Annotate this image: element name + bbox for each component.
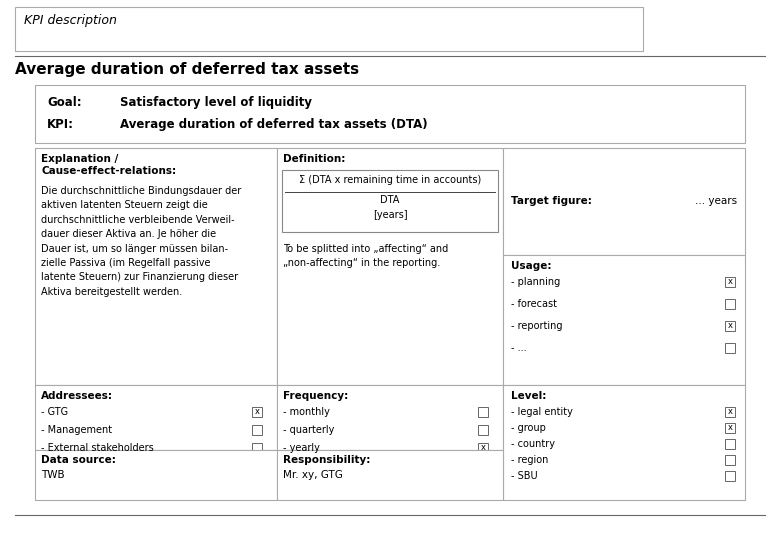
Text: Data source:: Data source: (41, 455, 116, 465)
Text: - SBU: - SBU (511, 471, 537, 481)
Text: - group: - group (511, 423, 546, 433)
Text: - yearly: - yearly (283, 443, 320, 453)
Bar (725, 439, 735, 449)
Text: KPI:: KPI: (47, 118, 74, 131)
Text: Die durchschnittliche Bindungsdauer der
aktiven latenten Steuern zeigt die
durch: Die durchschnittliche Bindungsdauer der … (41, 186, 241, 297)
Text: - quarterly: - quarterly (283, 425, 335, 435)
Bar (725, 343, 735, 353)
Bar (725, 407, 735, 417)
Bar (277, 148, 503, 385)
Text: Level:: Level: (511, 391, 546, 401)
Bar (35, 385, 277, 450)
Bar (478, 425, 488, 435)
Text: Average duration of deferred tax assets: Average duration of deferred tax assets (15, 62, 359, 77)
Text: Target figure:: Target figure: (511, 197, 592, 206)
Text: Responsibility:: Responsibility: (283, 455, 370, 465)
Text: Cause-effect-relations:: Cause-effect-relations: (41, 166, 176, 176)
Text: KPI description: KPI description (24, 14, 117, 27)
Bar (282, 170, 498, 232)
Bar (15, 7, 643, 51)
Text: x: x (728, 423, 732, 433)
Text: TWB: TWB (41, 470, 65, 480)
Text: Goal:: Goal: (47, 96, 82, 109)
Text: ... years: ... years (695, 197, 737, 206)
Text: Addressees:: Addressees: (41, 391, 113, 401)
Text: [years]: [years] (373, 210, 407, 220)
Text: x: x (480, 443, 485, 453)
Bar (725, 299, 735, 309)
Text: Mr. xy, GTG: Mr. xy, GTG (283, 470, 343, 480)
Text: - legal entity: - legal entity (511, 407, 573, 417)
Bar (252, 443, 262, 453)
Bar (725, 321, 735, 331)
Text: DTA: DTA (381, 195, 399, 205)
Bar (35, 148, 277, 385)
Bar (725, 471, 735, 481)
Bar (503, 255, 745, 385)
Bar (35, 85, 745, 143)
Bar (478, 443, 488, 453)
Text: Σ (DTA x remaining time in accounts): Σ (DTA x remaining time in accounts) (299, 175, 481, 185)
Bar (725, 423, 735, 433)
Text: - country: - country (511, 439, 555, 449)
Text: - External stakeholders: - External stakeholders (41, 443, 154, 453)
Text: x: x (728, 278, 732, 287)
Text: To be splitted into „affecting“ and
„non-affecting“ in the reporting.: To be splitted into „affecting“ and „non… (283, 244, 448, 268)
Text: - region: - region (511, 455, 548, 465)
Text: Satisfactory level of liquidity: Satisfactory level of liquidity (120, 96, 312, 109)
Bar (252, 407, 262, 417)
Text: - ...: - ... (511, 343, 526, 353)
Text: - planning: - planning (511, 277, 560, 287)
Bar (478, 407, 488, 417)
Text: - GTG: - GTG (41, 407, 68, 417)
Bar (35, 450, 277, 500)
Text: Definition:: Definition: (283, 154, 346, 164)
Bar (725, 277, 735, 287)
Bar (252, 425, 262, 435)
Text: Average duration of deferred tax assets (DTA): Average duration of deferred tax assets … (120, 118, 427, 131)
Text: - reporting: - reporting (511, 321, 562, 331)
Bar (277, 450, 503, 500)
Text: Explanation /: Explanation / (41, 154, 119, 164)
Text: - Management: - Management (41, 425, 112, 435)
Bar (277, 385, 503, 450)
Bar (725, 455, 735, 465)
Text: x: x (728, 321, 732, 330)
Bar (503, 385, 745, 500)
Text: x: x (254, 408, 260, 416)
Text: Frequency:: Frequency: (283, 391, 348, 401)
Text: - forecast: - forecast (511, 299, 557, 309)
Text: - monthly: - monthly (283, 407, 330, 417)
Text: Usage:: Usage: (511, 261, 551, 271)
Text: x: x (728, 408, 732, 416)
Bar (503, 148, 745, 255)
